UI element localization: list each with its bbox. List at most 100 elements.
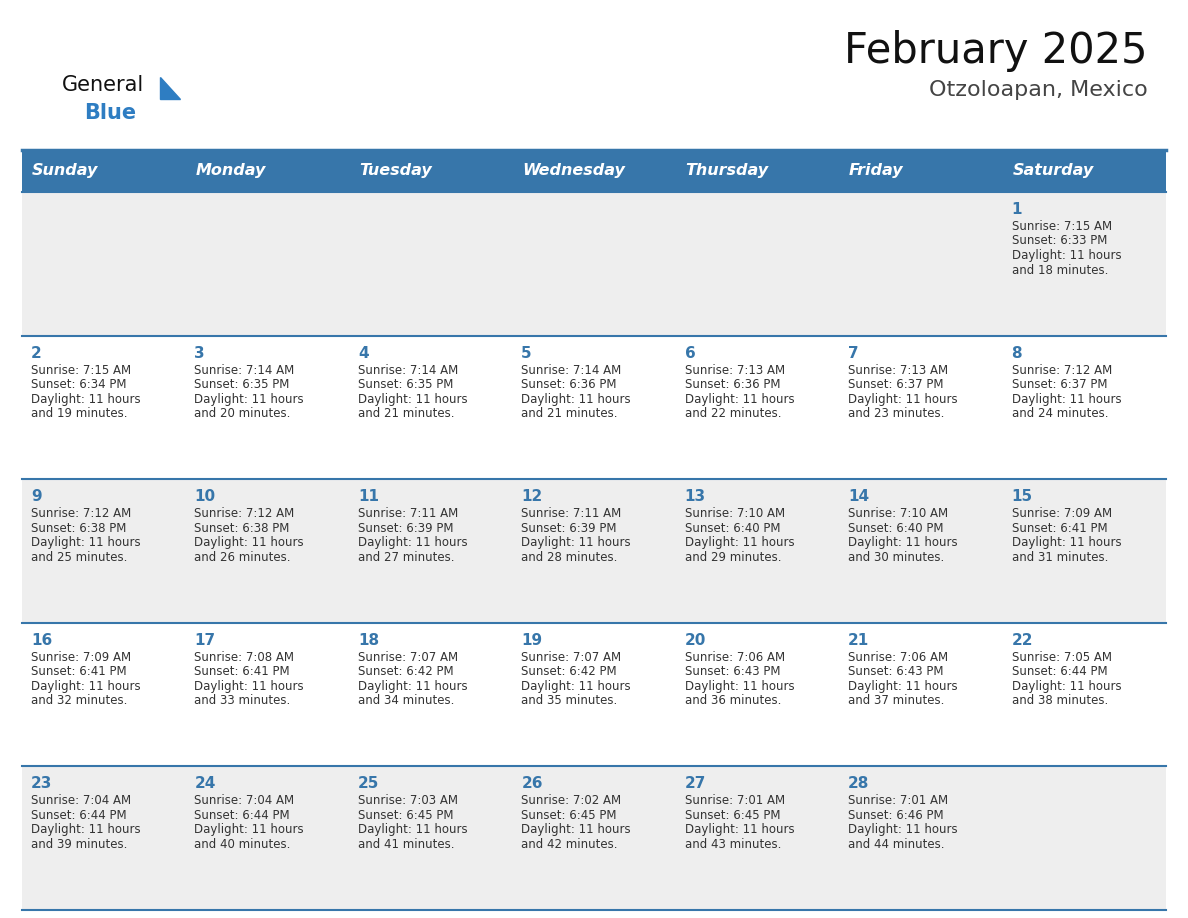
Text: and 26 minutes.: and 26 minutes. [195,551,291,564]
Text: Sunset: 6:36 PM: Sunset: 6:36 PM [684,378,781,391]
Text: and 43 minutes.: and 43 minutes. [684,838,781,851]
Text: Sunrise: 7:11 AM: Sunrise: 7:11 AM [358,508,459,521]
Text: Sunset: 6:37 PM: Sunset: 6:37 PM [1011,378,1107,391]
Text: Sunset: 6:34 PM: Sunset: 6:34 PM [31,378,126,391]
Text: Saturday: Saturday [1012,163,1094,178]
Text: Sunset: 6:45 PM: Sunset: 6:45 PM [522,809,617,822]
Text: Sunset: 6:40 PM: Sunset: 6:40 PM [848,521,943,534]
Text: Sunrise: 7:09 AM: Sunrise: 7:09 AM [1011,508,1112,521]
Text: Sunset: 6:44 PM: Sunset: 6:44 PM [31,809,127,822]
Text: 5: 5 [522,345,532,361]
Text: and 23 minutes.: and 23 minutes. [848,407,944,420]
Text: Sunrise: 7:12 AM: Sunrise: 7:12 AM [1011,364,1112,376]
Text: Sunset: 6:43 PM: Sunset: 6:43 PM [848,666,943,678]
Text: 19: 19 [522,633,543,648]
Text: 7: 7 [848,345,859,361]
Text: Sunset: 6:41 PM: Sunset: 6:41 PM [31,666,127,678]
Text: and 44 minutes.: and 44 minutes. [848,838,944,851]
Text: Daylight: 11 hours: Daylight: 11 hours [1011,680,1121,693]
Text: Sunrise: 7:07 AM: Sunrise: 7:07 AM [358,651,459,664]
Text: Sunrise: 7:15 AM: Sunrise: 7:15 AM [1011,220,1112,233]
Text: 8: 8 [1011,345,1022,361]
Text: Sunrise: 7:04 AM: Sunrise: 7:04 AM [31,794,131,808]
Text: Sunset: 6:33 PM: Sunset: 6:33 PM [1011,234,1107,248]
Bar [23,767,1165,910]
Text: and 21 minutes.: and 21 minutes. [358,407,454,420]
Text: Sunset: 6:36 PM: Sunset: 6:36 PM [522,378,617,391]
Text: Sunset: 6:41 PM: Sunset: 6:41 PM [1011,521,1107,534]
Text: and 24 minutes.: and 24 minutes. [1011,407,1108,420]
Text: 18: 18 [358,633,379,648]
Text: Daylight: 11 hours: Daylight: 11 hours [684,680,795,693]
Polygon shape [160,77,181,99]
Text: Sunrise: 7:03 AM: Sunrise: 7:03 AM [358,794,457,808]
Text: and 21 minutes.: and 21 minutes. [522,407,618,420]
Text: Sunrise: 7:15 AM: Sunrise: 7:15 AM [31,364,131,376]
Text: 2: 2 [31,345,42,361]
Text: and 39 minutes.: and 39 minutes. [31,838,127,851]
Text: Sunset: 6:43 PM: Sunset: 6:43 PM [684,666,781,678]
Text: and 31 minutes.: and 31 minutes. [1011,551,1108,564]
Text: 26: 26 [522,777,543,791]
Bar [23,336,1165,479]
Text: Daylight: 11 hours: Daylight: 11 hours [848,536,958,549]
Text: Daylight: 11 hours: Daylight: 11 hours [848,680,958,693]
Text: 20: 20 [684,633,706,648]
Text: 21: 21 [848,633,870,648]
Text: 12: 12 [522,489,543,504]
Text: Sunrise: 7:14 AM: Sunrise: 7:14 AM [195,364,295,376]
Text: and 28 minutes.: and 28 minutes. [522,551,618,564]
Text: Daylight: 11 hours: Daylight: 11 hours [358,823,468,836]
Text: and 35 minutes.: and 35 minutes. [522,694,618,707]
Text: and 34 minutes.: and 34 minutes. [358,694,454,707]
Text: 13: 13 [684,489,706,504]
Text: Daylight: 11 hours: Daylight: 11 hours [1011,536,1121,549]
Text: Daylight: 11 hours: Daylight: 11 hours [358,680,468,693]
Text: Daylight: 11 hours: Daylight: 11 hours [358,393,468,406]
Text: Daylight: 11 hours: Daylight: 11 hours [358,536,468,549]
Text: and 20 minutes.: and 20 minutes. [195,407,291,420]
Text: Sunrise: 7:12 AM: Sunrise: 7:12 AM [195,508,295,521]
Bar [23,479,1165,622]
Text: 11: 11 [358,489,379,504]
Text: and 29 minutes.: and 29 minutes. [684,551,782,564]
Text: Monday: Monday [196,163,266,178]
Text: Daylight: 11 hours: Daylight: 11 hours [522,393,631,406]
Text: 1: 1 [1011,202,1022,217]
Text: Sunset: 6:39 PM: Sunset: 6:39 PM [358,521,454,534]
Text: 25: 25 [358,777,379,791]
Text: General: General [62,75,144,95]
Text: and 18 minutes.: and 18 minutes. [1011,263,1108,276]
Bar [23,622,1165,767]
Text: Daylight: 11 hours: Daylight: 11 hours [684,823,795,836]
Text: Blue: Blue [84,103,137,123]
Text: Sunset: 6:44 PM: Sunset: 6:44 PM [195,809,290,822]
Text: Sunset: 6:42 PM: Sunset: 6:42 PM [358,666,454,678]
Text: 17: 17 [195,633,215,648]
Text: February 2025: February 2025 [845,30,1148,72]
Text: and 22 minutes.: and 22 minutes. [684,407,782,420]
Text: Sunset: 6:35 PM: Sunset: 6:35 PM [195,378,290,391]
Text: 24: 24 [195,777,216,791]
Text: Sunset: 6:44 PM: Sunset: 6:44 PM [1011,666,1107,678]
Text: Sunset: 6:42 PM: Sunset: 6:42 PM [522,666,617,678]
Text: 3: 3 [195,345,206,361]
Text: 23: 23 [31,777,52,791]
Text: Sunrise: 7:09 AM: Sunrise: 7:09 AM [31,651,131,664]
Text: 16: 16 [31,633,52,648]
Text: Sunset: 6:41 PM: Sunset: 6:41 PM [195,666,290,678]
Text: Daylight: 11 hours: Daylight: 11 hours [522,536,631,549]
Text: Sunrise: 7:07 AM: Sunrise: 7:07 AM [522,651,621,664]
Text: Otzoloapan, Mexico: Otzoloapan, Mexico [929,80,1148,100]
Text: Daylight: 11 hours: Daylight: 11 hours [195,393,304,406]
Bar [23,150,1165,192]
Text: Sunrise: 7:13 AM: Sunrise: 7:13 AM [848,364,948,376]
Text: Daylight: 11 hours: Daylight: 11 hours [522,823,631,836]
Text: 15: 15 [1011,489,1032,504]
Text: Daylight: 11 hours: Daylight: 11 hours [684,393,795,406]
Text: and 37 minutes.: and 37 minutes. [848,694,944,707]
Text: Sunset: 6:35 PM: Sunset: 6:35 PM [358,378,454,391]
Text: Daylight: 11 hours: Daylight: 11 hours [1011,249,1121,262]
Text: Sunrise: 7:06 AM: Sunrise: 7:06 AM [848,651,948,664]
Text: Sunrise: 7:11 AM: Sunrise: 7:11 AM [522,508,621,521]
